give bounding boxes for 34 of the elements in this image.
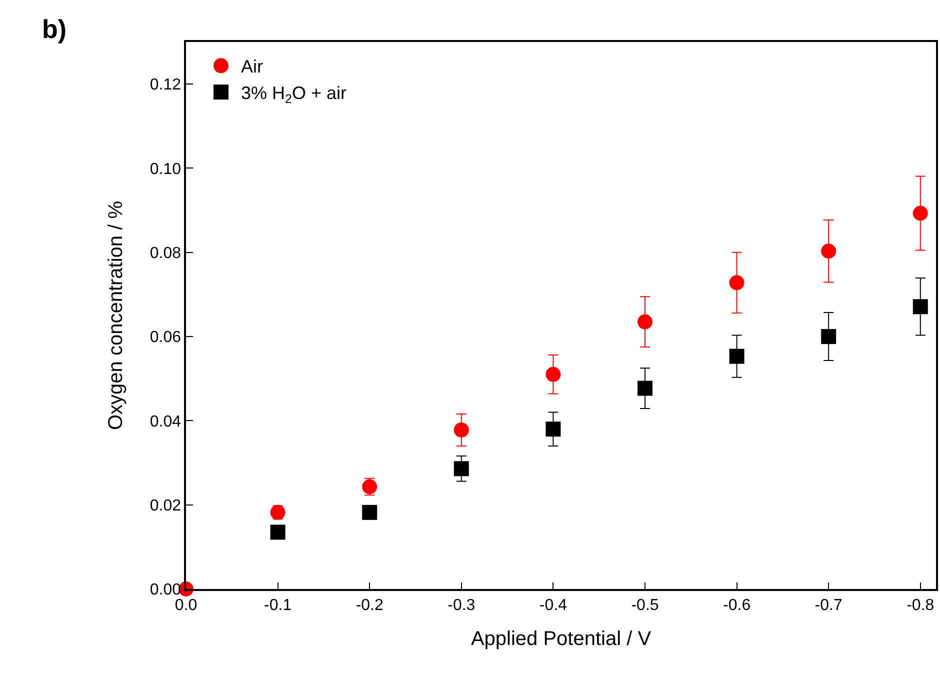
x-tick-label: 0.0 <box>174 596 198 614</box>
x-tick-label: -0.2 <box>356 596 384 614</box>
point <box>729 275 744 290</box>
x-tick-label: -0.3 <box>448 596 476 614</box>
point <box>821 329 836 344</box>
y-axis-title: Oxygen concentration / % <box>104 200 127 430</box>
y-tick-label: 0.12 <box>150 76 182 94</box>
x-tick-label: -0.7 <box>814 596 842 614</box>
text: b) <box>42 14 67 44</box>
point <box>546 422 561 437</box>
point <box>454 422 469 438</box>
point <box>912 206 928 221</box>
y-tick-label: 0.06 <box>150 329 182 346</box>
x-tick-label: -0.4 <box>539 596 568 614</box>
point <box>454 461 469 476</box>
y-tick-label: 0.10 <box>150 160 182 178</box>
x-tick-label: -0.8 <box>906 596 934 614</box>
point <box>821 244 836 259</box>
x-tick-label: -0.5 <box>631 596 659 614</box>
point <box>638 314 652 330</box>
legend-label: Air <box>241 56 264 77</box>
point <box>912 299 928 314</box>
y-tick-label: 0.02 <box>150 497 182 514</box>
y-tick-label: 0.04 <box>150 413 182 430</box>
x-tick-label: -0.6 <box>723 596 751 614</box>
point <box>546 366 561 382</box>
y-tick-label: 0.00 <box>150 582 182 599</box>
point <box>729 348 744 364</box>
legend-label: 3% H$_{2}$O + air <box>241 83 347 106</box>
point <box>270 524 286 540</box>
x-axis-title: Applied Potential / V <box>470 628 652 650</box>
point <box>638 380 652 396</box>
y-tick-label: 0.08 <box>150 244 182 262</box>
x-tick-label: -0.1 <box>264 596 292 614</box>
